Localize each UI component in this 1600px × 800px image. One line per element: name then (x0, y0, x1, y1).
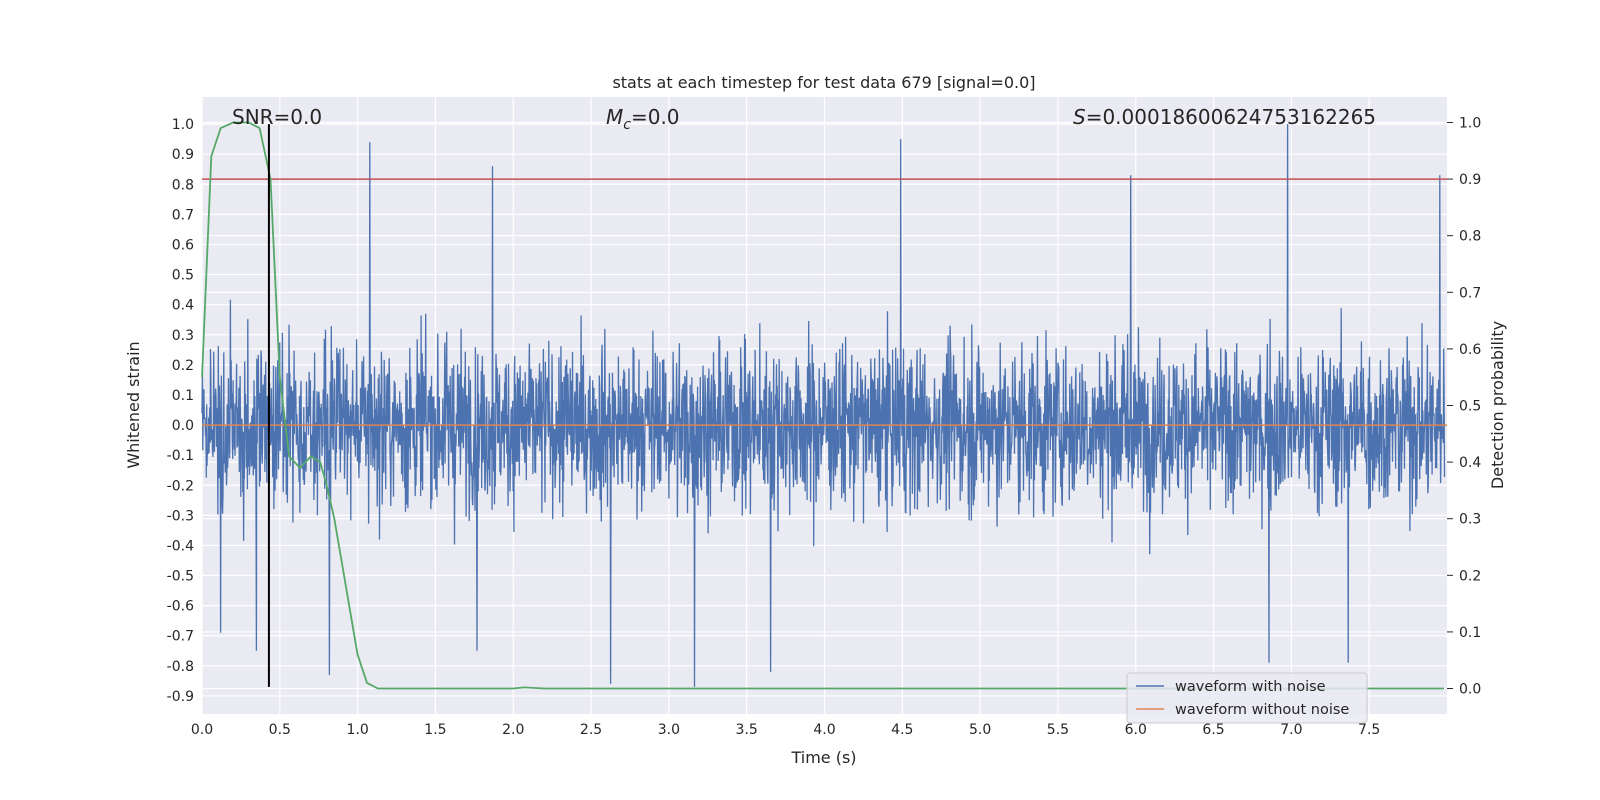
y-right-tick-label: 0.5 (1459, 399, 1481, 415)
x-tick-label: 5.5 (1047, 722, 1069, 738)
y-left-tick-label: -0.7 (167, 629, 194, 645)
y-left-tick-label: 0.7 (172, 207, 194, 223)
y-left-tick-label: -0.5 (167, 569, 194, 585)
legend-label-clean: waveform without noise (1175, 702, 1349, 718)
y-right-tick-label: 0.8 (1459, 229, 1481, 245)
y-right-tick-label: 0.6 (1459, 342, 1481, 358)
s-value: =0.00018600624753162265 (1086, 105, 1376, 129)
y-left-tick-label: -0.2 (167, 478, 194, 494)
x-axis-ticks: 0.0 0.5 1.0 1.5 2.0 2.5 3.0 3.5 4.0 4.5 5.0 5.5 6.0 6… (191, 722, 1380, 738)
y-left-tick-label: -0.9 (167, 689, 194, 705)
s-annotation: S=0.00018600624753162265 (1073, 105, 1376, 129)
s-symbol: S (1073, 105, 1086, 129)
y-right-tick-label: 0.4 (1459, 455, 1481, 471)
legend-label-noise: waveform with noise (1175, 679, 1326, 695)
y-right-tick-label: 0.3 (1459, 512, 1481, 528)
x-tick-label: 4.5 (891, 722, 913, 738)
y-left-tick-label: -0.8 (167, 659, 194, 675)
x-tick-label: 2.5 (580, 722, 602, 738)
y-axis-left-ticks: 1.0 0.9 0.8 0.7 0.6 0.5 0.4 0.3 0.2 0.1 0.0 -0.1 -0.… (167, 117, 194, 705)
y-left-tick-label: 0.1 (172, 388, 194, 404)
y-axis-right-label: Detection probability (1488, 321, 1507, 489)
y-left-tick-label: 0.3 (172, 328, 194, 344)
y-left-tick-label: 0.0 (172, 418, 194, 434)
y-left-tick-label: 0.6 (172, 237, 194, 253)
y-right-tick-label: 0.1 (1459, 625, 1481, 641)
x-tick-label: 6.5 (1202, 722, 1224, 738)
y-right-tick-label: 0.0 (1459, 682, 1481, 698)
chirp-mass-subscript: c (623, 117, 631, 133)
y-left-tick-label: 0.5 (172, 268, 194, 284)
x-tick-label: 4.0 (813, 722, 835, 738)
x-axis-label: Time (s) (790, 748, 856, 767)
chirp-mass-symbol: M (606, 105, 623, 129)
x-tick-label: 3.5 (736, 722, 758, 738)
series-waveform-with-noise (201, 124, 1446, 687)
legend: waveform with noise waveform without noi… (1126, 672, 1368, 724)
y-left-tick-label: 0.4 (172, 298, 194, 314)
y-left-tick-label: -0.4 (167, 538, 194, 554)
x-tick-label: 5.0 (969, 722, 991, 738)
y-left-tick-label: -0.6 (167, 599, 194, 615)
y-right-tick-label: 0.2 (1459, 568, 1481, 584)
y-axis-left-label: Whitened strain (124, 341, 143, 468)
snr-annotation: SNR=0.0 (232, 105, 322, 129)
y-left-tick-label: 0.9 (172, 147, 194, 163)
y-left-tick-label: 1.0 (172, 117, 194, 133)
chirp-mass-annotation: Mc=0.0 (606, 105, 680, 133)
x-tick-label: 7.0 (1280, 722, 1302, 738)
waveform-with-noise-line (201, 124, 1446, 687)
y-right-tick-label: 0.9 (1459, 172, 1481, 188)
x-tick-label: 1.5 (424, 722, 446, 738)
series-detection-probability (201, 121, 1444, 690)
x-tick-label: 0.0 (191, 722, 213, 738)
x-tick-label: 6.0 (1125, 722, 1147, 738)
y-left-tick-label: 0.8 (172, 177, 194, 193)
x-tick-label: 0.5 (269, 722, 291, 738)
x-tick-label: 3.0 (658, 722, 680, 738)
x-tick-label: 7.5 (1358, 722, 1380, 738)
legend-box (1126, 672, 1368, 724)
y-left-tick-label: 0.2 (172, 358, 194, 374)
chart-title: stats at each timestep for test data 679… (612, 73, 1035, 92)
y-right-tick-label: 1.0 (1459, 115, 1481, 131)
y-right-tick-label: 0.7 (1459, 285, 1481, 301)
y-axis-right-ticks: 1.0 0.9 0.8 0.7 0.6 0.5 0.4 0.3 0.2 0.1 0.0 (1447, 115, 1481, 698)
y-left-tick-label: -0.1 (167, 448, 194, 464)
x-tick-label: 2.0 (502, 722, 524, 738)
x-tick-label: 1.0 (346, 722, 368, 738)
chirp-mass-value: =0.0 (631, 105, 680, 129)
y-left-tick-label: -0.3 (167, 508, 194, 524)
